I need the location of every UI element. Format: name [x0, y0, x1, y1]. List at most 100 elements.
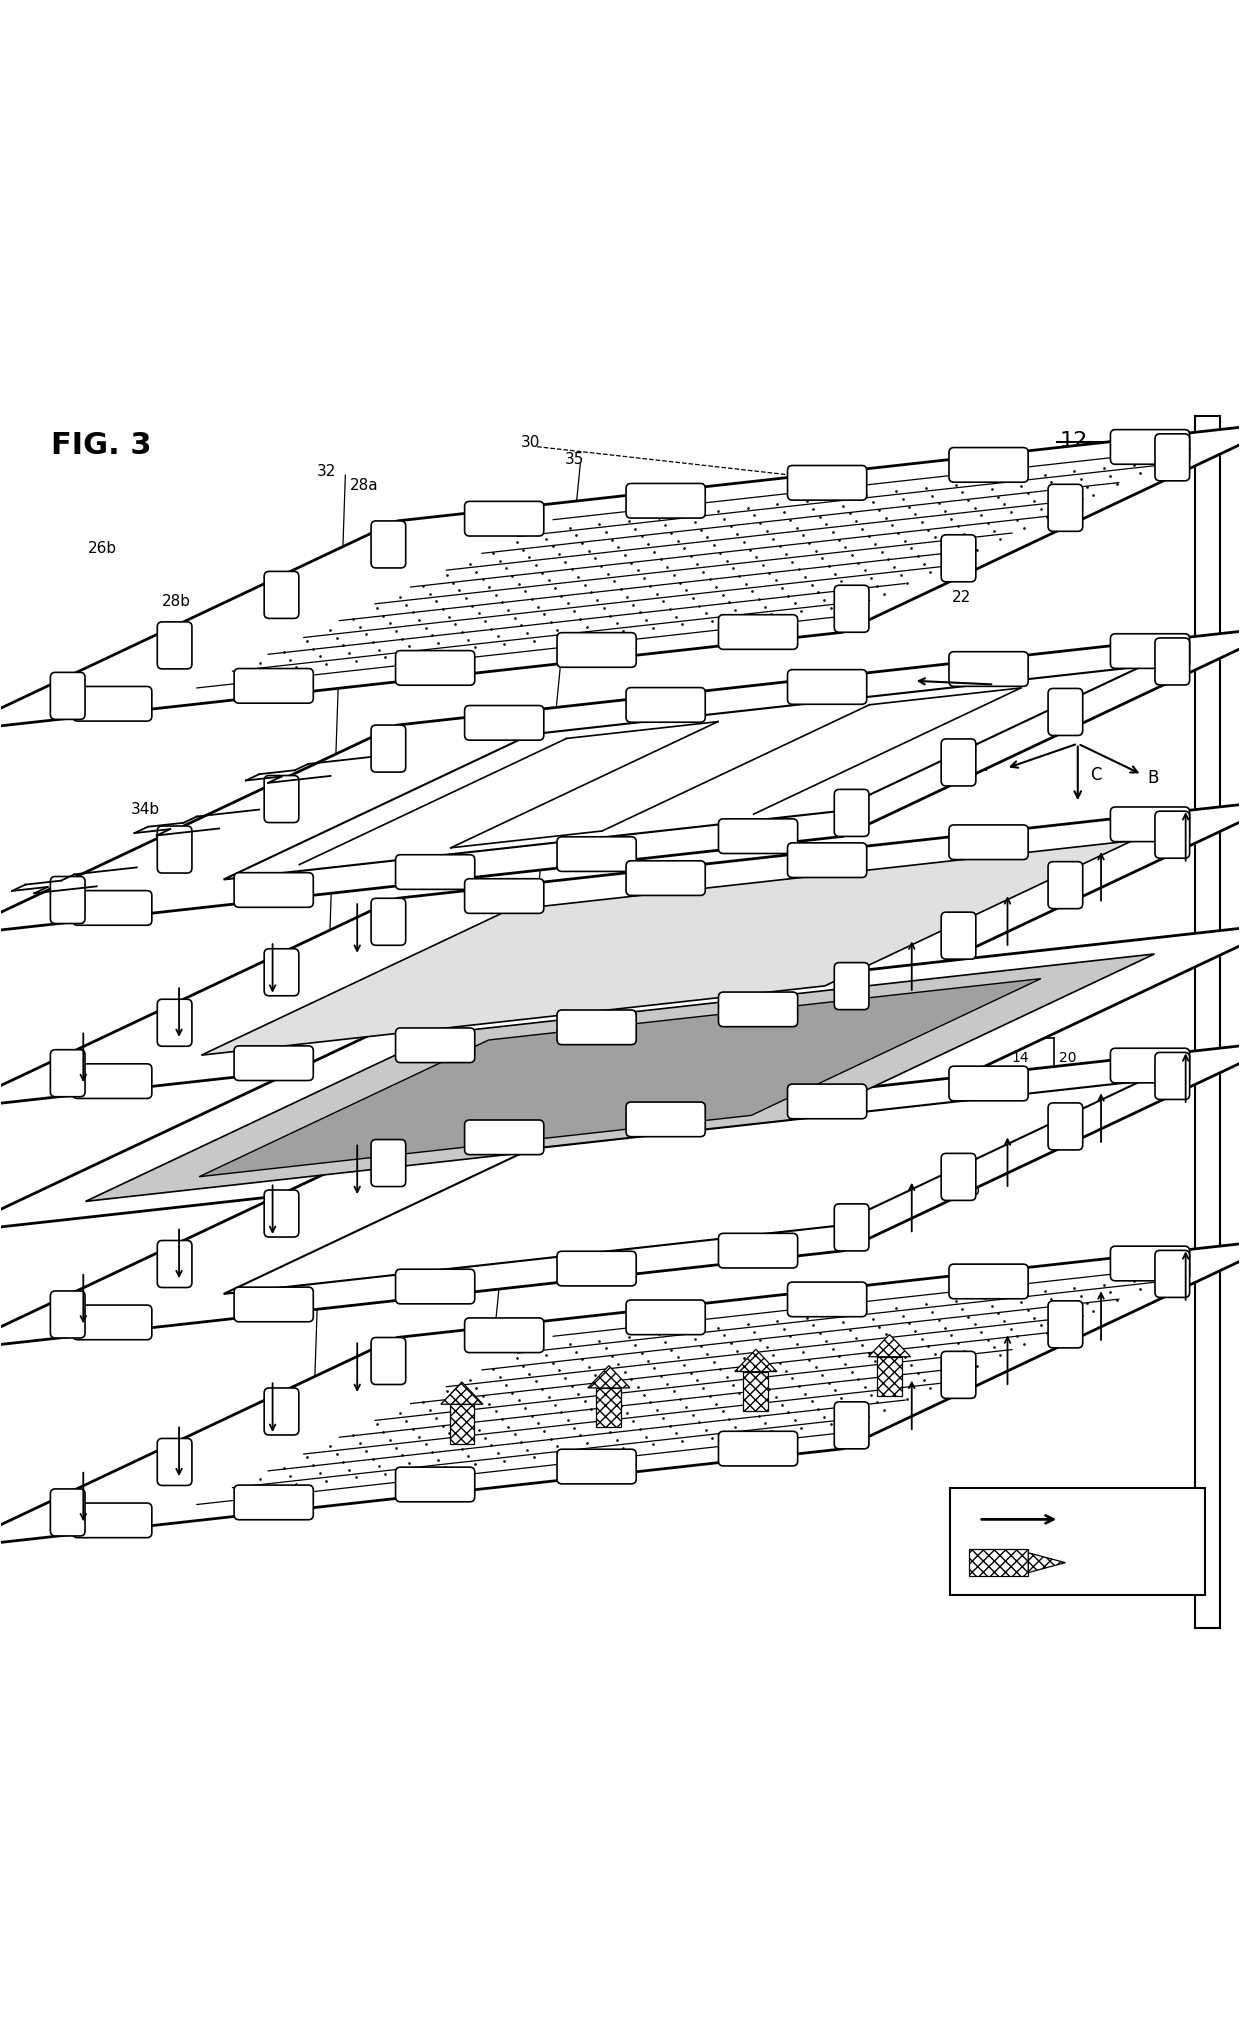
FancyBboxPatch shape — [264, 1388, 299, 1435]
Text: 18: 18 — [1011, 1065, 1029, 1079]
FancyBboxPatch shape — [73, 1304, 151, 1339]
Text: 12: 12 — [1059, 431, 1087, 450]
FancyBboxPatch shape — [371, 726, 405, 773]
Polygon shape — [877, 1357, 901, 1396]
Text: 28a: 28a — [350, 478, 379, 493]
FancyBboxPatch shape — [557, 1251, 636, 1286]
FancyBboxPatch shape — [626, 1102, 706, 1136]
Text: 22b: 22b — [794, 503, 822, 517]
FancyBboxPatch shape — [1048, 1300, 1083, 1347]
FancyBboxPatch shape — [1154, 1053, 1189, 1100]
FancyBboxPatch shape — [787, 842, 867, 877]
Polygon shape — [968, 1549, 1028, 1576]
FancyBboxPatch shape — [157, 1439, 192, 1486]
FancyBboxPatch shape — [1111, 1049, 1189, 1083]
FancyBboxPatch shape — [1154, 1251, 1189, 1298]
FancyBboxPatch shape — [835, 585, 869, 632]
FancyBboxPatch shape — [949, 1263, 1028, 1298]
Polygon shape — [0, 421, 1240, 732]
FancyBboxPatch shape — [51, 1051, 86, 1098]
FancyBboxPatch shape — [1154, 433, 1189, 480]
FancyBboxPatch shape — [718, 1431, 797, 1466]
Polygon shape — [0, 799, 1240, 1108]
FancyBboxPatch shape — [835, 1402, 869, 1449]
FancyBboxPatch shape — [941, 1153, 976, 1200]
FancyBboxPatch shape — [949, 1067, 1028, 1102]
FancyBboxPatch shape — [626, 687, 706, 722]
Text: 26a: 26a — [825, 560, 853, 574]
FancyBboxPatch shape — [949, 826, 1028, 861]
FancyBboxPatch shape — [73, 891, 151, 926]
FancyBboxPatch shape — [157, 621, 192, 668]
FancyBboxPatch shape — [787, 1083, 867, 1118]
FancyBboxPatch shape — [396, 650, 475, 685]
Polygon shape — [588, 1365, 630, 1388]
Text: 22: 22 — [951, 591, 971, 605]
FancyBboxPatch shape — [1048, 484, 1083, 531]
Text: 22: 22 — [988, 513, 1008, 527]
FancyBboxPatch shape — [941, 912, 976, 959]
FancyBboxPatch shape — [396, 1468, 475, 1502]
FancyBboxPatch shape — [371, 897, 405, 944]
FancyBboxPatch shape — [1048, 863, 1083, 910]
FancyBboxPatch shape — [1048, 689, 1083, 736]
FancyBboxPatch shape — [465, 1120, 544, 1155]
FancyBboxPatch shape — [718, 820, 797, 854]
FancyBboxPatch shape — [264, 775, 299, 822]
Text: C: C — [1090, 766, 1101, 783]
Polygon shape — [1028, 1553, 1065, 1572]
FancyBboxPatch shape — [234, 668, 314, 703]
FancyBboxPatch shape — [626, 484, 706, 517]
FancyBboxPatch shape — [234, 1047, 314, 1081]
Text: 25a: 25a — [887, 934, 915, 948]
FancyBboxPatch shape — [73, 687, 151, 722]
Polygon shape — [223, 1081, 1141, 1294]
Text: 24a: 24a — [951, 719, 980, 736]
FancyBboxPatch shape — [396, 854, 475, 889]
FancyBboxPatch shape — [264, 1190, 299, 1237]
FancyBboxPatch shape — [465, 1318, 544, 1353]
Text: 25: 25 — [1013, 961, 1033, 977]
FancyBboxPatch shape — [1111, 429, 1189, 464]
Polygon shape — [200, 979, 1040, 1177]
FancyBboxPatch shape — [157, 1000, 192, 1047]
Text: H₂: H₂ — [1068, 1553, 1087, 1572]
FancyBboxPatch shape — [1154, 638, 1189, 685]
Polygon shape — [450, 1404, 474, 1443]
Polygon shape — [0, 924, 1240, 1233]
FancyBboxPatch shape — [557, 1449, 636, 1484]
FancyBboxPatch shape — [787, 1282, 867, 1316]
Text: 32: 32 — [317, 464, 336, 478]
FancyBboxPatch shape — [157, 1241, 192, 1288]
FancyBboxPatch shape — [950, 1488, 1205, 1594]
FancyBboxPatch shape — [557, 836, 636, 871]
FancyBboxPatch shape — [1111, 634, 1189, 668]
FancyBboxPatch shape — [941, 536, 976, 583]
FancyBboxPatch shape — [941, 1351, 976, 1398]
FancyBboxPatch shape — [835, 1204, 869, 1251]
FancyBboxPatch shape — [371, 1337, 405, 1384]
Polygon shape — [735, 1349, 777, 1372]
Text: A: A — [976, 756, 988, 775]
Polygon shape — [441, 1382, 482, 1404]
FancyBboxPatch shape — [157, 826, 192, 873]
Text: 19: 19 — [506, 1061, 526, 1077]
FancyBboxPatch shape — [557, 1010, 636, 1044]
FancyBboxPatch shape — [51, 672, 86, 719]
Polygon shape — [0, 1040, 1240, 1349]
FancyBboxPatch shape — [264, 948, 299, 995]
FancyBboxPatch shape — [787, 670, 867, 705]
FancyBboxPatch shape — [787, 466, 867, 501]
FancyBboxPatch shape — [234, 1486, 314, 1521]
Text: B: B — [1147, 769, 1158, 787]
FancyBboxPatch shape — [1111, 1247, 1189, 1282]
FancyBboxPatch shape — [51, 877, 86, 924]
FancyBboxPatch shape — [465, 705, 544, 740]
FancyBboxPatch shape — [465, 501, 544, 536]
FancyBboxPatch shape — [626, 861, 706, 895]
FancyBboxPatch shape — [949, 448, 1028, 482]
FancyBboxPatch shape — [718, 1233, 797, 1267]
Polygon shape — [0, 625, 1240, 936]
FancyBboxPatch shape — [718, 991, 797, 1026]
Polygon shape — [744, 1372, 769, 1410]
